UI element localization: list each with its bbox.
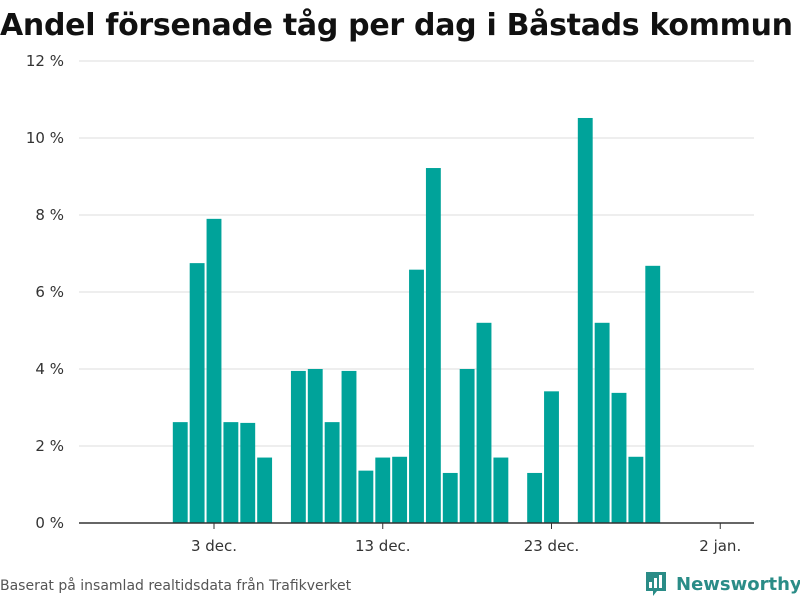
bar <box>459 369 475 523</box>
bar <box>375 457 391 523</box>
bar <box>290 370 306 523</box>
bar <box>189 263 205 523</box>
bar <box>577 117 593 523</box>
bar <box>442 472 458 523</box>
bar <box>611 392 627 523</box>
bar <box>307 369 323 523</box>
bar <box>240 422 256 523</box>
bar <box>425 168 441 523</box>
bar <box>206 218 222 523</box>
bar <box>628 456 644 523</box>
bar <box>527 472 543 523</box>
bar <box>341 370 357 523</box>
chart-title: Andel försenade tåg per dag i Båstads ko… <box>0 8 793 43</box>
bar <box>392 456 408 523</box>
bar <box>476 322 492 523</box>
brand-logo: Newsworthy <box>644 569 800 599</box>
x-tick-label: 2 jan. <box>699 537 741 555</box>
bar <box>544 391 559 523</box>
y-tick-label: 8 % <box>35 206 64 224</box>
bar <box>324 422 340 523</box>
y-tick-label: 10 % <box>26 129 64 147</box>
bar <box>594 322 610 523</box>
y-tick-label: 4 % <box>35 360 64 378</box>
bar <box>645 265 661 523</box>
bar <box>409 269 424 523</box>
y-tick-label: 0 % <box>35 514 64 532</box>
y-tick-label: 6 % <box>35 283 64 301</box>
bar <box>172 422 188 523</box>
bar <box>493 457 509 523</box>
y-tick-label: 2 % <box>35 437 64 455</box>
x-tick-label: 23 dec. <box>524 537 580 555</box>
bar-chart-icon <box>646 572 666 596</box>
source-note: Baserat på insamlad realtidsdata från Tr… <box>0 578 352 594</box>
bar <box>257 457 273 523</box>
y-tick-label: 12 % <box>26 52 64 70</box>
bar <box>358 470 374 523</box>
x-tick-label: 3 dec. <box>191 537 237 555</box>
brand-name: Newsworthy <box>676 573 800 595</box>
x-tick-label: 13 dec. <box>355 537 411 555</box>
bar <box>223 422 239 523</box>
